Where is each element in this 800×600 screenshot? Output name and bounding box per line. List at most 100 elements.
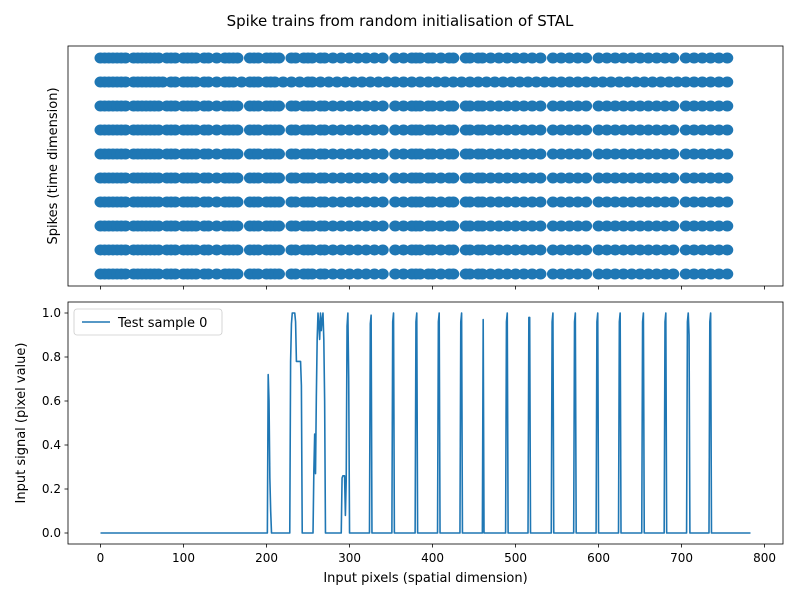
spike-point bbox=[476, 244, 489, 256]
spike-point bbox=[169, 76, 182, 88]
spike-point bbox=[546, 100, 559, 112]
spike-point bbox=[463, 100, 476, 112]
spike-point bbox=[227, 76, 240, 88]
spike-point bbox=[600, 196, 613, 208]
spike-point bbox=[119, 100, 132, 112]
spike-point bbox=[210, 52, 223, 64]
spike-point bbox=[447, 220, 460, 232]
spike-point bbox=[596, 76, 609, 88]
spike-point bbox=[679, 76, 692, 88]
spike-row-0 bbox=[94, 268, 734, 280]
spike-point bbox=[434, 268, 447, 280]
spike-point bbox=[119, 52, 132, 64]
spike-point bbox=[609, 196, 622, 208]
spike-point bbox=[376, 220, 389, 232]
spike-point bbox=[492, 52, 505, 64]
spike-point bbox=[463, 148, 476, 160]
spike-point bbox=[625, 220, 638, 232]
spike-point bbox=[169, 196, 182, 208]
spike-point bbox=[688, 52, 701, 64]
spike-point bbox=[509, 268, 522, 280]
spike-point bbox=[492, 268, 505, 280]
spike-point bbox=[169, 148, 182, 160]
legend: Test sample 0 bbox=[73, 308, 223, 336]
spike-point bbox=[476, 148, 489, 160]
spike-point bbox=[534, 100, 547, 112]
spike-point bbox=[189, 52, 202, 64]
spike-point bbox=[189, 268, 202, 280]
spike-point bbox=[617, 52, 630, 64]
y-tick-label: 0.0 bbox=[42, 526, 61, 540]
spike-point bbox=[169, 124, 182, 136]
spike-point bbox=[721, 52, 734, 64]
spike-point bbox=[426, 100, 439, 112]
spike-point bbox=[434, 244, 447, 256]
spike-point bbox=[501, 100, 514, 112]
spike-point bbox=[563, 124, 576, 136]
spike-point bbox=[592, 52, 605, 64]
spike-point bbox=[426, 268, 439, 280]
spike-point bbox=[704, 172, 717, 184]
spike-point bbox=[667, 220, 680, 232]
spike-point bbox=[202, 52, 215, 64]
spike-point bbox=[642, 196, 655, 208]
spike-point bbox=[289, 268, 302, 280]
spike-point bbox=[509, 196, 522, 208]
spike-point bbox=[360, 244, 373, 256]
spike-point bbox=[351, 268, 364, 280]
spike-point bbox=[571, 196, 584, 208]
spike-point bbox=[642, 124, 655, 136]
spike-point bbox=[704, 148, 717, 160]
spike-point bbox=[580, 172, 593, 184]
spike-point bbox=[152, 268, 165, 280]
spike-point bbox=[517, 220, 530, 232]
spike-point bbox=[210, 172, 223, 184]
spike-point bbox=[272, 148, 285, 160]
spike-point bbox=[517, 244, 530, 256]
x-tick-label: 700 bbox=[670, 551, 693, 565]
spike-point bbox=[472, 76, 485, 88]
spike-point bbox=[414, 172, 427, 184]
spike-point bbox=[638, 76, 651, 88]
spike-point bbox=[617, 196, 630, 208]
spike-row-9 bbox=[94, 52, 734, 64]
spike-point bbox=[119, 220, 132, 232]
spike-point bbox=[351, 172, 364, 184]
spike-point bbox=[534, 196, 547, 208]
spike-point bbox=[368, 268, 381, 280]
spike-point bbox=[546, 172, 559, 184]
spike-point bbox=[563, 268, 576, 280]
spike-point bbox=[351, 148, 364, 160]
spike-point bbox=[679, 100, 692, 112]
y-tick-label: 1.0 bbox=[42, 306, 61, 320]
spike-point bbox=[617, 148, 630, 160]
x-tick-label: 800 bbox=[753, 551, 776, 565]
spike-point bbox=[696, 220, 709, 232]
spike-point bbox=[546, 268, 559, 280]
spike-point bbox=[414, 148, 427, 160]
x-tick-label: 600 bbox=[587, 551, 610, 565]
spike-point bbox=[617, 124, 630, 136]
spike-point bbox=[501, 124, 514, 136]
spike-point bbox=[447, 148, 460, 160]
spike-point bbox=[318, 244, 331, 256]
spike-point bbox=[389, 244, 402, 256]
spike-point bbox=[712, 244, 725, 256]
spike-point bbox=[318, 148, 331, 160]
spike-point bbox=[272, 124, 285, 136]
spike-point bbox=[704, 196, 717, 208]
spike-point bbox=[659, 148, 671, 160]
x-tick-label: 400 bbox=[421, 551, 444, 565]
spike-point bbox=[546, 148, 559, 160]
spike-point bbox=[517, 124, 530, 136]
spike-point bbox=[555, 52, 568, 64]
spike-point bbox=[426, 196, 439, 208]
spike-markers bbox=[94, 52, 734, 280]
spike-point bbox=[463, 196, 476, 208]
spike-point bbox=[434, 220, 447, 232]
spike-point bbox=[505, 76, 518, 88]
spike-point bbox=[609, 268, 622, 280]
spike-point bbox=[326, 244, 339, 256]
spike-point bbox=[202, 196, 215, 208]
spike-point bbox=[650, 196, 663, 208]
